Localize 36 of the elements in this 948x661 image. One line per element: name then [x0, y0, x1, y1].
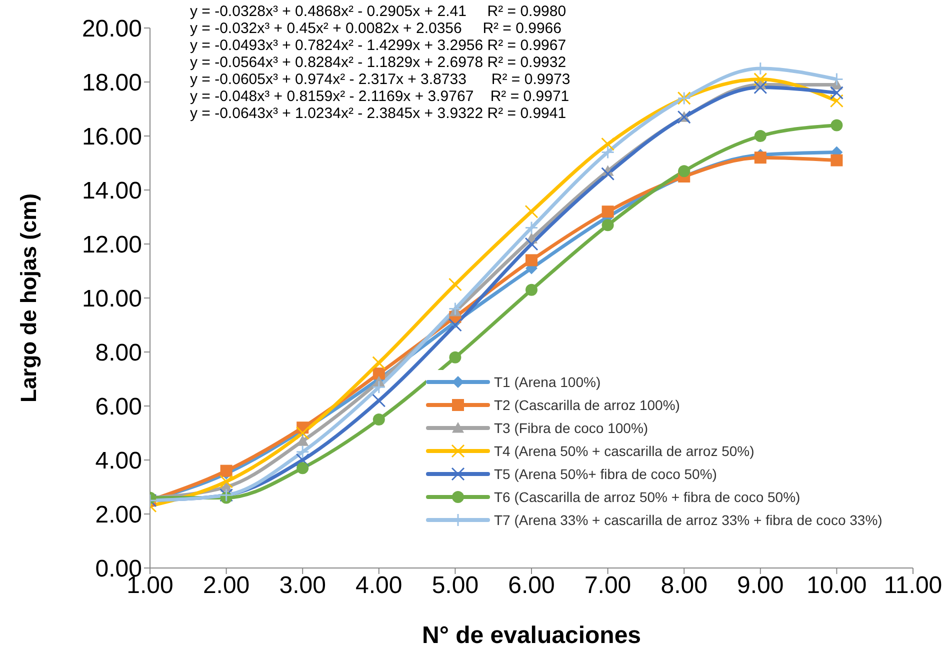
x-tick-label: 7.00: [584, 572, 632, 600]
x-tick-label: 10.00: [806, 572, 867, 600]
y-axis-title: Largo de hojas (cm): [16, 193, 41, 403]
annotation: y = -0.048x³ + 0.8159x² - 2.1169x + 3.9767 R² = 0.9971: [190, 88, 570, 105]
annotation: y = -0.0605x³ + 0.974x² - 2.317x + 3.8733 R² = 0.9973: [190, 71, 570, 88]
legend-label: T6 (Cascarilla de arroz 50% + fibra de coco 50%): [494, 488, 800, 504]
annotation: y = -0.0564x³ + 0.8284x² - 1.1829x + 2.6978 R² = 0.9932: [190, 54, 566, 71]
legend-label: T2 (Cascarilla de arroz 100%): [494, 396, 680, 412]
x-tick-label: 4.00: [356, 572, 402, 600]
annotation: y = -0.0643x³ + 1.0234x² - 2.3845x + 3.9322 R² = 0.9941: [190, 105, 566, 122]
x-tick-label: 6.00: [508, 572, 555, 600]
y-tick-label: 20.00: [82, 16, 142, 43]
y-tick-label: 12.00: [82, 232, 142, 259]
annotation: y = -0.032x³ + 0.45x² + 0.0082x + 2.0356 R² = 0.9966: [190, 20, 562, 37]
y-tick-label: 18.00: [82, 70, 142, 97]
x-tick-label: 9.00: [737, 572, 784, 600]
y-tick-label: 8.00: [95, 340, 142, 367]
legend-label: T7 (Arena 33% + cascarilla de arroz 33% + fibra de coco 33%): [494, 512, 882, 528]
x-tick-label: 8.00: [660, 572, 708, 600]
y-tick-label: 10.00: [82, 286, 142, 313]
y-tick-label: 2.00: [95, 502, 142, 529]
text: y = -0.0328x³ + 0.4868x² - 0.2905x + 2.41 R² = 0.9980: [190, 3, 566, 20]
legend-label: T1 (Arena 100%): [494, 374, 601, 390]
legend-label: T3 (Fibra de coco 100%): [494, 420, 648, 436]
x-tick-label: 11.00: [884, 572, 942, 600]
y-tick-label: 14.00: [82, 178, 142, 205]
legend-label: T5 (Arena 50%+ fibra de coco 50%): [494, 466, 717, 482]
y-tick-label: 6.00: [95, 394, 142, 421]
x-tick-label: 3.00: [279, 572, 326, 600]
x-tick-label: 5.00: [432, 572, 479, 600]
y-tick-label: 16.00: [82, 124, 142, 151]
y-tick-label: 4.00: [95, 448, 142, 475]
annotation: y = -0.0493x³ + 0.7824x² - 1.4299x + 3.2956 R² = 0.9967: [190, 37, 566, 54]
legend-label: T4 (Arena 50% + cascarilla de arroz 50%): [494, 442, 754, 458]
x-axis-title: N° de evaluaciones: [422, 622, 642, 649]
x-tick-label: 2.00: [202, 572, 250, 600]
